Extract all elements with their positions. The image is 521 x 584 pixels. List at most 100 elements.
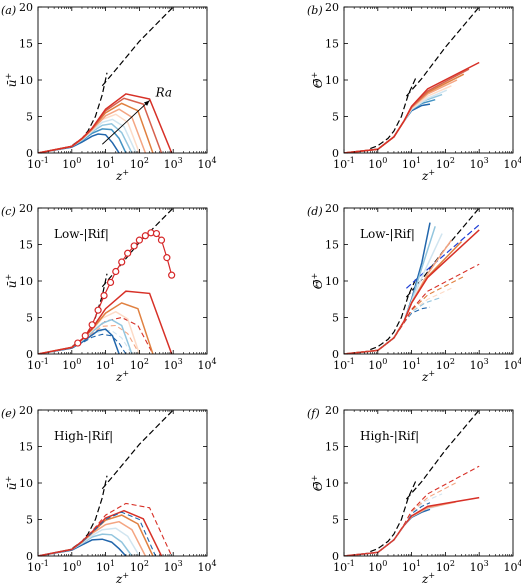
data-marker	[81, 332, 89, 340]
x-tick-label: 104	[503, 357, 521, 372]
x-tick-label: 100	[368, 156, 387, 171]
x-tick-label: 103	[164, 559, 183, 574]
panel-e: 10-1 100 101 102 103 10405101520z+ū+(e)High-|…	[1, 404, 217, 584]
series-line	[344, 501, 456, 556]
x-axis-label: z+	[115, 369, 129, 384]
x-tick-label: 100	[368, 559, 387, 574]
data-marker	[112, 267, 120, 276]
x-tick-label: 104	[197, 156, 216, 171]
x-axis-label: z+	[421, 369, 435, 384]
y-tick-label: 15	[19, 441, 33, 454]
x-axis-label: z+	[421, 571, 435, 584]
series-line	[344, 98, 436, 153]
x-tick-label: 102	[436, 156, 455, 171]
x-tick-label: 103	[470, 156, 489, 171]
data-marker	[130, 242, 138, 250]
data-marker	[94, 306, 102, 314]
x-tick-label: 102	[436, 357, 455, 372]
x-tick-label: 101	[96, 156, 115, 171]
data-marker	[100, 292, 108, 300]
y-tick-label: 5	[26, 312, 33, 325]
ra-label: Ra	[155, 85, 172, 99]
y-tick-label: 20	[19, 1, 33, 14]
series-line	[38, 128, 127, 153]
data-marker	[124, 249, 132, 257]
series-line	[38, 123, 133, 153]
x-tick-label: 104	[197, 559, 216, 574]
series-line	[344, 103, 431, 153]
regime-annotation: Low-|Rif|	[360, 227, 415, 241]
x-tick-label: 102	[130, 156, 149, 171]
y-tick-label: 10	[325, 275, 339, 288]
data-marker	[157, 236, 166, 244]
series-line	[344, 263, 480, 354]
y-tick-label: 0	[332, 348, 339, 361]
reference-line	[64, 475, 108, 553]
series-line	[344, 482, 456, 556]
x-tick-label: 103	[164, 357, 183, 372]
series-line	[344, 89, 448, 153]
series-line	[344, 465, 480, 556]
x-axis-label: z+	[115, 168, 129, 183]
y-tick-label: 0	[332, 147, 339, 160]
series-line	[344, 296, 443, 354]
y-axis-label: Θ̄+	[310, 475, 325, 492]
y-tick-label: 20	[19, 202, 33, 215]
panel-label: (d)	[307, 205, 323, 218]
ra-arrowhead	[143, 100, 150, 106]
x-tick-label: 103	[470, 357, 489, 372]
x-tick-label: 104	[197, 357, 216, 372]
panel-label: (b)	[307, 4, 323, 17]
y-tick-label: 15	[325, 441, 339, 454]
y-axis-label: ū+	[4, 476, 19, 490]
reference-line	[405, 7, 480, 97]
panel-label: (c)	[1, 205, 16, 218]
x-tick-label: 104	[503, 559, 521, 574]
regime-annotation: High-|Rif|	[360, 429, 419, 443]
y-tick-label: 15	[325, 239, 339, 252]
y-tick-label: 5	[26, 111, 33, 124]
series-line	[344, 241, 463, 354]
y-tick-label: 15	[325, 38, 339, 51]
y-tick-label: 20	[325, 1, 339, 14]
reference-line	[64, 72, 108, 150]
x-tick-label: 101	[96, 357, 115, 372]
panel-f: 10-1 100 101 102 103 10405101520z+Θ̄+(f)High-…	[307, 404, 521, 584]
x-tick-label: 101	[96, 559, 115, 574]
data-marker	[163, 254, 171, 262]
data-marker	[106, 278, 115, 287]
plot-area	[38, 7, 174, 153]
data-marker	[88, 321, 96, 329]
y-tick-label: 0	[26, 550, 33, 563]
series-line	[344, 504, 443, 556]
x-tick-label: 103	[164, 156, 183, 171]
x-tick-label: 100	[368, 357, 387, 372]
x-tick-label: 101	[402, 156, 421, 171]
panel-label: (e)	[1, 407, 16, 420]
x-axis-label: z+	[115, 571, 129, 584]
series-line	[344, 229, 480, 354]
ra-arrow	[102, 100, 150, 145]
series-line	[38, 118, 137, 153]
series-line	[38, 290, 173, 354]
x-tick-label: 100	[62, 357, 81, 372]
panel-label: (a)	[1, 4, 16, 17]
series-line	[344, 226, 436, 354]
y-tick-label: 15	[19, 239, 33, 252]
y-tick-label: 10	[325, 477, 339, 490]
series-line	[344, 493, 443, 556]
data-marker	[135, 236, 143, 244]
x-tick-label: 104	[503, 156, 521, 171]
series-line	[344, 93, 443, 153]
series-line	[344, 287, 452, 354]
y-tick-label: 20	[325, 404, 339, 417]
series-line	[38, 93, 173, 153]
y-axis-label: ū+	[4, 274, 19, 288]
y-tick-label: 10	[19, 275, 33, 288]
plot-area	[38, 410, 174, 556]
reference-line	[101, 7, 174, 87]
regime-annotation: High-|Rif|	[54, 429, 113, 443]
panel-c: 10-1 100 101 102 103 10405101520z+ū+(c)Low-|R…	[1, 202, 217, 384]
